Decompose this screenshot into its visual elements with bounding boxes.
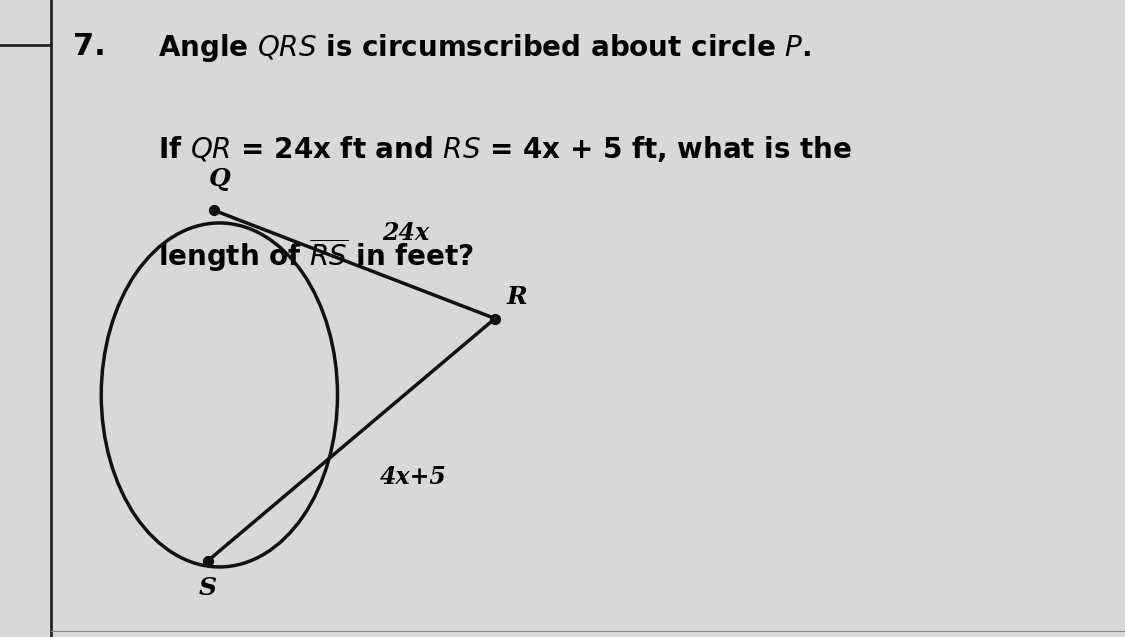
Point [199, 555, 217, 566]
Text: 4x+5: 4x+5 [380, 465, 447, 489]
Text: 24x: 24x [382, 221, 430, 245]
Point [486, 313, 504, 324]
Text: R: R [506, 285, 526, 309]
Text: length of $\overline{\mathit{RS}}$ in feet?: length of $\overline{\mathit{RS}}$ in fe… [158, 236, 474, 273]
Text: 7.: 7. [73, 32, 106, 61]
Text: If $\mathit{QR}$ = 24x ft and $\mathit{RS}$ = 4x + 5 ft, what is the: If $\mathit{QR}$ = 24x ft and $\mathit{R… [158, 134, 852, 164]
Text: S: S [199, 576, 217, 601]
Point [205, 205, 223, 215]
Text: Q: Q [208, 167, 231, 191]
Text: Angle $\mathit{QRS}$ is circumscribed about circle $\mathit{P}$.: Angle $\mathit{QRS}$ is circumscribed ab… [158, 32, 811, 64]
